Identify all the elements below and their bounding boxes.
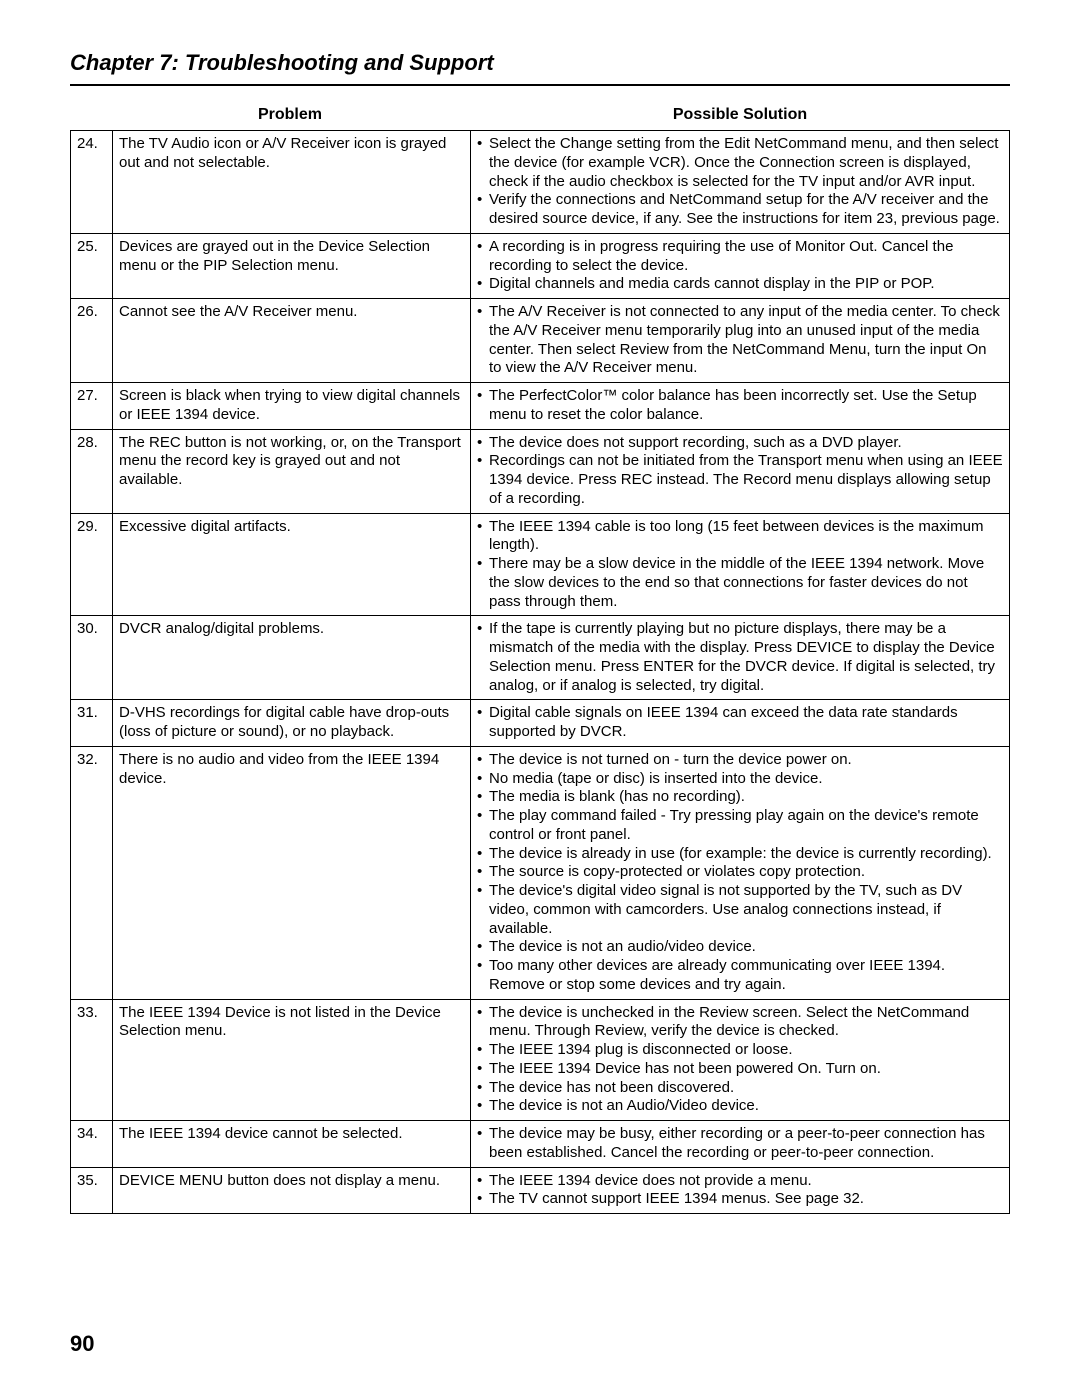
solution-list: The IEEE 1394 device does not provide a …	[477, 1172, 1003, 1210]
table-row: 30.DVCR analog/digital problems.If the t…	[71, 616, 1010, 700]
solution-item: The device has not been discovered.	[477, 1079, 1003, 1098]
solution-list: The device is unchecked in the Review sc…	[477, 1004, 1003, 1117]
table-row: 27.Screen is black when trying to view d…	[71, 383, 1010, 430]
solution-item: The A/V Receiver is not connected to any…	[477, 303, 1003, 378]
table-row: 26.Cannot see the A/V Receiver menu.The …	[71, 299, 1010, 383]
solution-list: The A/V Receiver is not connected to any…	[477, 303, 1003, 378]
table-row: 25.Devices are grayed out in the Device …	[71, 233, 1010, 298]
solution-item: Digital cable signals on IEEE 1394 can e…	[477, 704, 1003, 742]
problem-cell: DEVICE MENU button does not display a me…	[113, 1167, 471, 1214]
solution-list: Digital cable signals on IEEE 1394 can e…	[477, 704, 1003, 742]
row-number: 29.	[71, 513, 113, 616]
solution-item: The device's digital video signal is not…	[477, 882, 1003, 938]
solution-header: Possible Solution	[470, 106, 1010, 124]
solution-cell: The device is not turned on - turn the d…	[471, 746, 1010, 999]
solution-cell: The device does not support recording, s…	[471, 429, 1010, 513]
solution-cell: A recording is in progress requiring the…	[471, 233, 1010, 298]
table-row: 28.The REC button is not working, or, on…	[71, 429, 1010, 513]
solution-item: Too many other devices are already commu…	[477, 957, 1003, 995]
row-number: 27.	[71, 383, 113, 430]
problem-cell: The TV Audio icon or A/V Receiver icon i…	[113, 131, 471, 234]
page-number: 90	[70, 1331, 94, 1357]
problem-cell: D-VHS recordings for digital cable have …	[113, 700, 471, 747]
solution-cell: The IEEE 1394 device does not provide a …	[471, 1167, 1010, 1214]
solution-item: The IEEE 1394 Device has not been powere…	[477, 1060, 1003, 1079]
row-number: 31.	[71, 700, 113, 747]
solution-item: The device is not an Audio/Video device.	[477, 1097, 1003, 1116]
row-number: 33.	[71, 999, 113, 1121]
problem-cell: DVCR analog/digital problems.	[113, 616, 471, 700]
problem-cell: Devices are grayed out in the Device Sel…	[113, 233, 471, 298]
chapter-title: Chapter 7: Troubleshooting and Support	[70, 50, 1010, 76]
solution-list: Select the Change setting from the Edit …	[477, 135, 1003, 229]
solution-item: The PerfectColor™ color balance has been…	[477, 387, 1003, 425]
solution-item: The device may be busy, either recording…	[477, 1125, 1003, 1163]
solution-item: If the tape is currently playing but no …	[477, 620, 1003, 695]
row-number: 35.	[71, 1167, 113, 1214]
row-number: 24.	[71, 131, 113, 234]
solution-item: The source is copy-protected or violates…	[477, 863, 1003, 882]
table-row: 29.Excessive digital artifacts.The IEEE …	[71, 513, 1010, 616]
table-row: 32.There is no audio and video from the …	[71, 746, 1010, 999]
solution-cell: The A/V Receiver is not connected to any…	[471, 299, 1010, 383]
solution-item: Digital channels and media cards cannot …	[477, 275, 1003, 294]
row-number: 25.	[71, 233, 113, 298]
solution-cell: The PerfectColor™ color balance has been…	[471, 383, 1010, 430]
problem-cell: There is no audio and video from the IEE…	[113, 746, 471, 999]
solution-item: No media (tape or disc) is inserted into…	[477, 770, 1003, 789]
solution-list: The device does not support recording, s…	[477, 434, 1003, 509]
problem-cell: Cannot see the A/V Receiver menu.	[113, 299, 471, 383]
solution-item: The media is blank (has no recording).	[477, 788, 1003, 807]
solution-item: Verify the connections and NetCommand se…	[477, 191, 1003, 229]
solution-item: Recordings can not be initiated from the…	[477, 452, 1003, 508]
document-page: Chapter 7: Troubleshooting and Support P…	[0, 0, 1080, 1397]
row-number: 30.	[71, 616, 113, 700]
solution-item: The IEEE 1394 plug is disconnected or lo…	[477, 1041, 1003, 1060]
solution-list: The IEEE 1394 cable is too long (15 feet…	[477, 518, 1003, 612]
title-rule	[70, 84, 1010, 86]
solution-item: The IEEE 1394 device does not provide a …	[477, 1172, 1003, 1191]
problem-cell: Excessive digital artifacts.	[113, 513, 471, 616]
row-number: 32.	[71, 746, 113, 999]
table-row: 24.The TV Audio icon or A/V Receiver ico…	[71, 131, 1010, 234]
solution-list: A recording is in progress requiring the…	[477, 238, 1003, 294]
solution-item: The device does not support recording, s…	[477, 434, 1003, 453]
solution-item: The play command failed - Try pressing p…	[477, 807, 1003, 845]
troubleshooting-table: 24.The TV Audio icon or A/V Receiver ico…	[70, 130, 1010, 1214]
problem-cell: The IEEE 1394 Device is not listed in th…	[113, 999, 471, 1121]
solution-item: The device is not turned on - turn the d…	[477, 751, 1003, 770]
solution-list: The PerfectColor™ color balance has been…	[477, 387, 1003, 425]
solution-cell: The IEEE 1394 cable is too long (15 feet…	[471, 513, 1010, 616]
table-row: 35.DEVICE MENU button does not display a…	[71, 1167, 1010, 1214]
solution-item: A recording is in progress requiring the…	[477, 238, 1003, 276]
problem-cell: Screen is black when trying to view digi…	[113, 383, 471, 430]
table-row: 31.D-VHS recordings for digital cable ha…	[71, 700, 1010, 747]
problem-cell: The REC button is not working, or, on th…	[113, 429, 471, 513]
solution-item: The device is not an audio/video device.	[477, 938, 1003, 957]
column-headers: Problem Possible Solution	[70, 106, 1010, 124]
solution-cell: Digital cable signals on IEEE 1394 can e…	[471, 700, 1010, 747]
solution-cell: Select the Change setting from the Edit …	[471, 131, 1010, 234]
solution-cell: If the tape is currently playing but no …	[471, 616, 1010, 700]
row-number: 28.	[71, 429, 113, 513]
table-row: 34.The IEEE 1394 device cannot be select…	[71, 1121, 1010, 1168]
row-number: 34.	[71, 1121, 113, 1168]
solution-item: The device is unchecked in the Review sc…	[477, 1004, 1003, 1042]
solution-item: There may be a slow device in the middle…	[477, 555, 1003, 611]
solution-list: The device is not turned on - turn the d…	[477, 751, 1003, 995]
solution-list: The device may be busy, either recording…	[477, 1125, 1003, 1163]
solution-cell: The device may be busy, either recording…	[471, 1121, 1010, 1168]
problem-cell: The IEEE 1394 device cannot be selected.	[113, 1121, 471, 1168]
solution-item: The device is already in use (for exampl…	[477, 845, 1003, 864]
solution-cell: The device is unchecked in the Review sc…	[471, 999, 1010, 1121]
solution-item: The TV cannot support IEEE 1394 menus. S…	[477, 1190, 1003, 1209]
solution-item: Select the Change setting from the Edit …	[477, 135, 1003, 191]
row-number: 26.	[71, 299, 113, 383]
solution-item: The IEEE 1394 cable is too long (15 feet…	[477, 518, 1003, 556]
solution-list: If the tape is currently playing but no …	[477, 620, 1003, 695]
table-row: 33.The IEEE 1394 Device is not listed in…	[71, 999, 1010, 1121]
problem-header: Problem	[70, 106, 470, 124]
